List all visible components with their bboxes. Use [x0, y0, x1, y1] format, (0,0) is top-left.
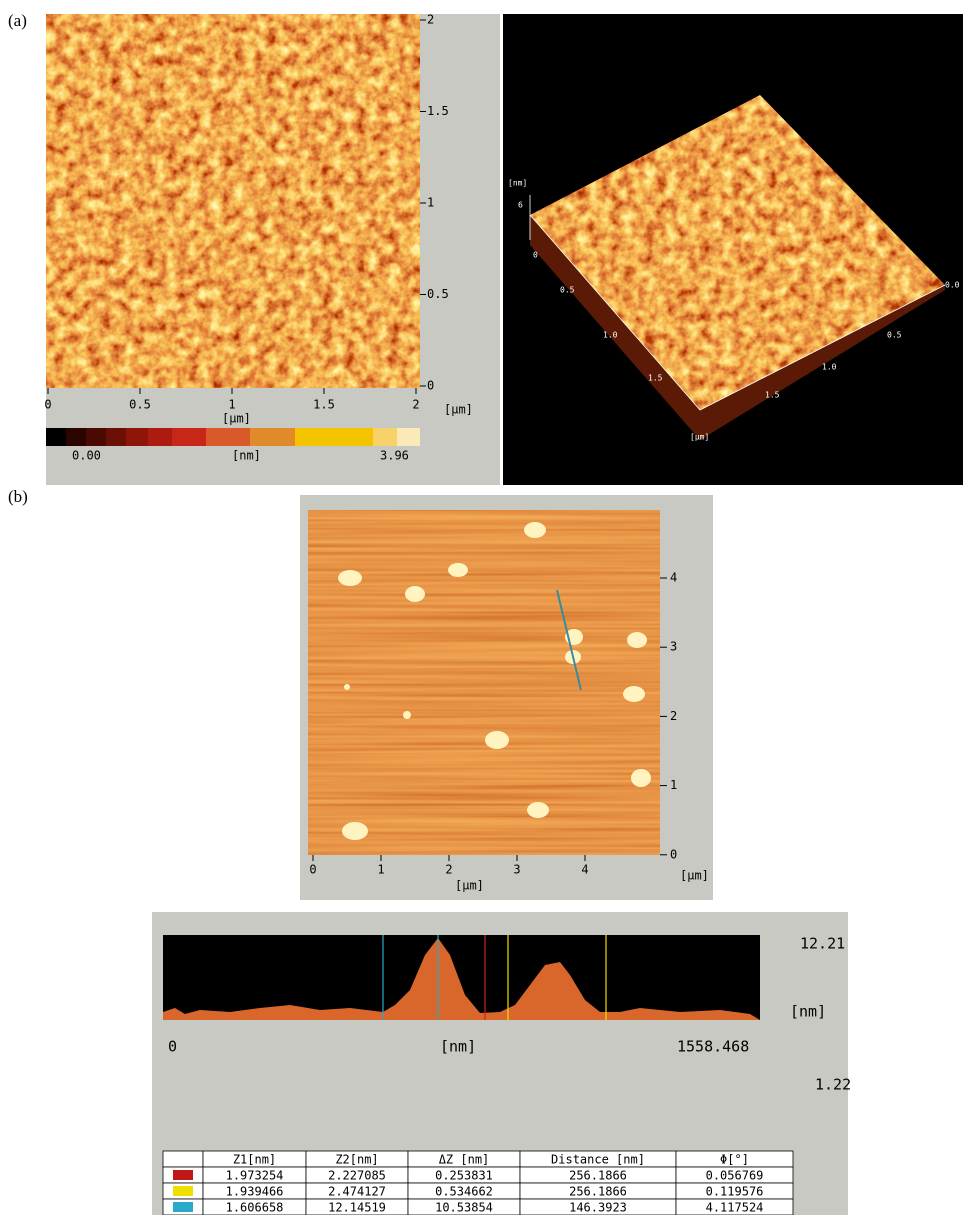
figure: (a) 21.510.5000.511.52 [μm] [μm] 0.00 [n… [0, 0, 963, 1215]
x-tick-label: 1 [377, 863, 384, 877]
table-header: Distance [nm] [551, 1153, 645, 1167]
table-header: Φ[°] [720, 1153, 749, 1167]
table-value: 10.53854 [435, 1201, 493, 1215]
table-value: 4.117524 [706, 1201, 764, 1215]
afm-image [46, 14, 420, 388]
tick-label: 0.5 [560, 286, 575, 295]
tick-label: 1.5 [648, 374, 663, 383]
y-tick-label: 1 [670, 778, 677, 792]
y-tick-label: 1.5 [427, 104, 449, 118]
x-tick-label: 0.5 [129, 398, 151, 412]
x-tick-label: 0 [44, 398, 51, 412]
page: (a) 21.510.5000.511.52 [μm] [μm] 0.00 [n… [0, 0, 963, 1215]
x-unit: [μm] [455, 879, 484, 893]
colorbar-min: 0.00 [72, 449, 101, 463]
table-header: ΔZ [nm] [439, 1153, 490, 1167]
x-tick-label: 1.5 [313, 398, 335, 412]
table-value: 1.973254 [226, 1169, 284, 1183]
x-tick-label: 3 [513, 863, 520, 877]
x-tick-label: 2 [445, 863, 452, 877]
table-value: 2.227085 [328, 1169, 386, 1183]
z-unit: [nm] [508, 179, 527, 188]
z-tick: 6 [518, 201, 523, 210]
table-header: Z2[nm] [335, 1153, 378, 1167]
panel-label: (b) [8, 487, 28, 506]
table-value: 0.119576 [706, 1185, 764, 1199]
tick-label: 0.5 [887, 331, 902, 340]
table-value: 1.939466 [226, 1185, 284, 1199]
tick-label: 1.0 [603, 331, 618, 340]
tick-label: 1.0 [822, 363, 837, 372]
y-tick-label: 1 [427, 196, 434, 210]
table-header: Z1[nm] [233, 1153, 276, 1167]
x-max: 1558.468 [677, 1038, 749, 1056]
table-value: 0.534662 [435, 1185, 493, 1199]
tick-label: 0 [533, 251, 538, 260]
table-value: 1.606658 [226, 1201, 284, 1215]
tick-label: 1.5 [765, 391, 780, 400]
z-unit: [nm] [790, 1003, 826, 1021]
colorbar [46, 428, 420, 446]
afm-image [308, 510, 660, 855]
z-max: 12.21 [800, 935, 845, 953]
x-min: 0 [168, 1038, 177, 1056]
y-unit: [μm] [444, 403, 473, 417]
colorbar-unit: [nm] [232, 449, 261, 463]
x-tick-label: 4 [581, 863, 588, 877]
3d-unit: [μm] [690, 433, 709, 442]
x-unit: [nm] [440, 1038, 476, 1056]
y-tick-label: 2 [670, 709, 677, 723]
y-tick-label: 2 [427, 13, 434, 27]
table-value: 256.1866 [569, 1185, 627, 1199]
colorbar-max: 3.96 [380, 449, 409, 463]
x-unit: [μm] [222, 412, 251, 426]
y-tick-label: 0.5 [427, 287, 449, 301]
z-min: 1.22 [815, 1076, 851, 1094]
table-value: 2.474127 [328, 1185, 386, 1199]
table-value: 0.056769 [706, 1169, 764, 1183]
swatch [173, 1170, 193, 1180]
tick-label: 0.0 [945, 281, 960, 290]
table-cell [163, 1151, 203, 1167]
x-tick-label: 1 [228, 398, 235, 412]
y-tick-label: 0 [427, 379, 434, 393]
table-value: 12.14519 [328, 1201, 386, 1215]
table-value: 256.1866 [569, 1169, 627, 1183]
table-value: 146.3923 [569, 1201, 627, 1215]
swatch [173, 1186, 193, 1196]
x-tick-label: 2 [412, 398, 419, 412]
y-tick-label: 0 [670, 847, 677, 861]
table-value: 0.253831 [435, 1169, 493, 1183]
y-unit: [μm] [680, 869, 709, 883]
swatch [173, 1202, 193, 1212]
y-tick-label: 3 [670, 640, 677, 654]
panel-label: (a) [8, 11, 27, 30]
x-tick-label: 0 [309, 863, 316, 877]
y-tick-label: 4 [670, 571, 677, 585]
